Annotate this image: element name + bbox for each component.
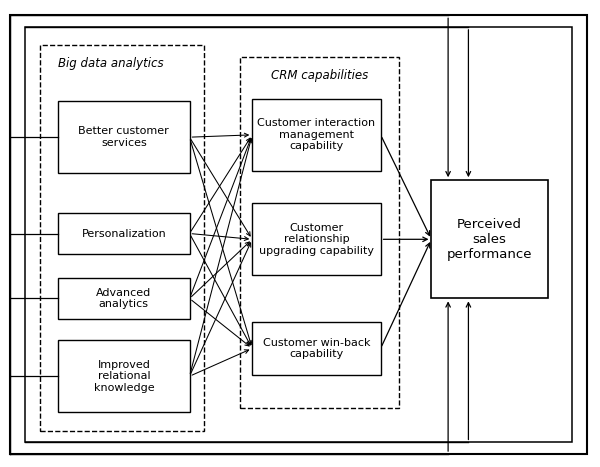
Text: Customer interaction
management
capability: Customer interaction management capabili…	[257, 118, 376, 151]
Text: Customer win-back
capability: Customer win-back capability	[263, 338, 370, 359]
Text: Perceived
sales
performance: Perceived sales performance	[447, 218, 532, 261]
Bar	[58, 340, 190, 412]
Bar	[25, 27, 572, 442]
Bar	[240, 57, 398, 408]
Text: Advanced
analytics: Advanced analytics	[96, 288, 151, 309]
Bar	[58, 277, 190, 319]
Bar	[58, 212, 190, 255]
Text: Personalization: Personalization	[82, 228, 166, 239]
Bar	[58, 101, 190, 173]
Bar	[252, 99, 380, 171]
Text: Improved
relational
knowledge: Improved relational knowledge	[94, 360, 154, 393]
Text: Big data analytics: Big data analytics	[58, 57, 164, 70]
Text: Customer
relationship
upgrading capability: Customer relationship upgrading capabili…	[259, 223, 374, 256]
Bar	[252, 203, 380, 275]
Text: Better customer
services: Better customer services	[79, 127, 169, 148]
Bar	[431, 180, 548, 298]
Bar	[252, 322, 380, 375]
Bar	[40, 45, 205, 431]
Text: CRM capabilities: CRM capabilities	[271, 69, 368, 82]
